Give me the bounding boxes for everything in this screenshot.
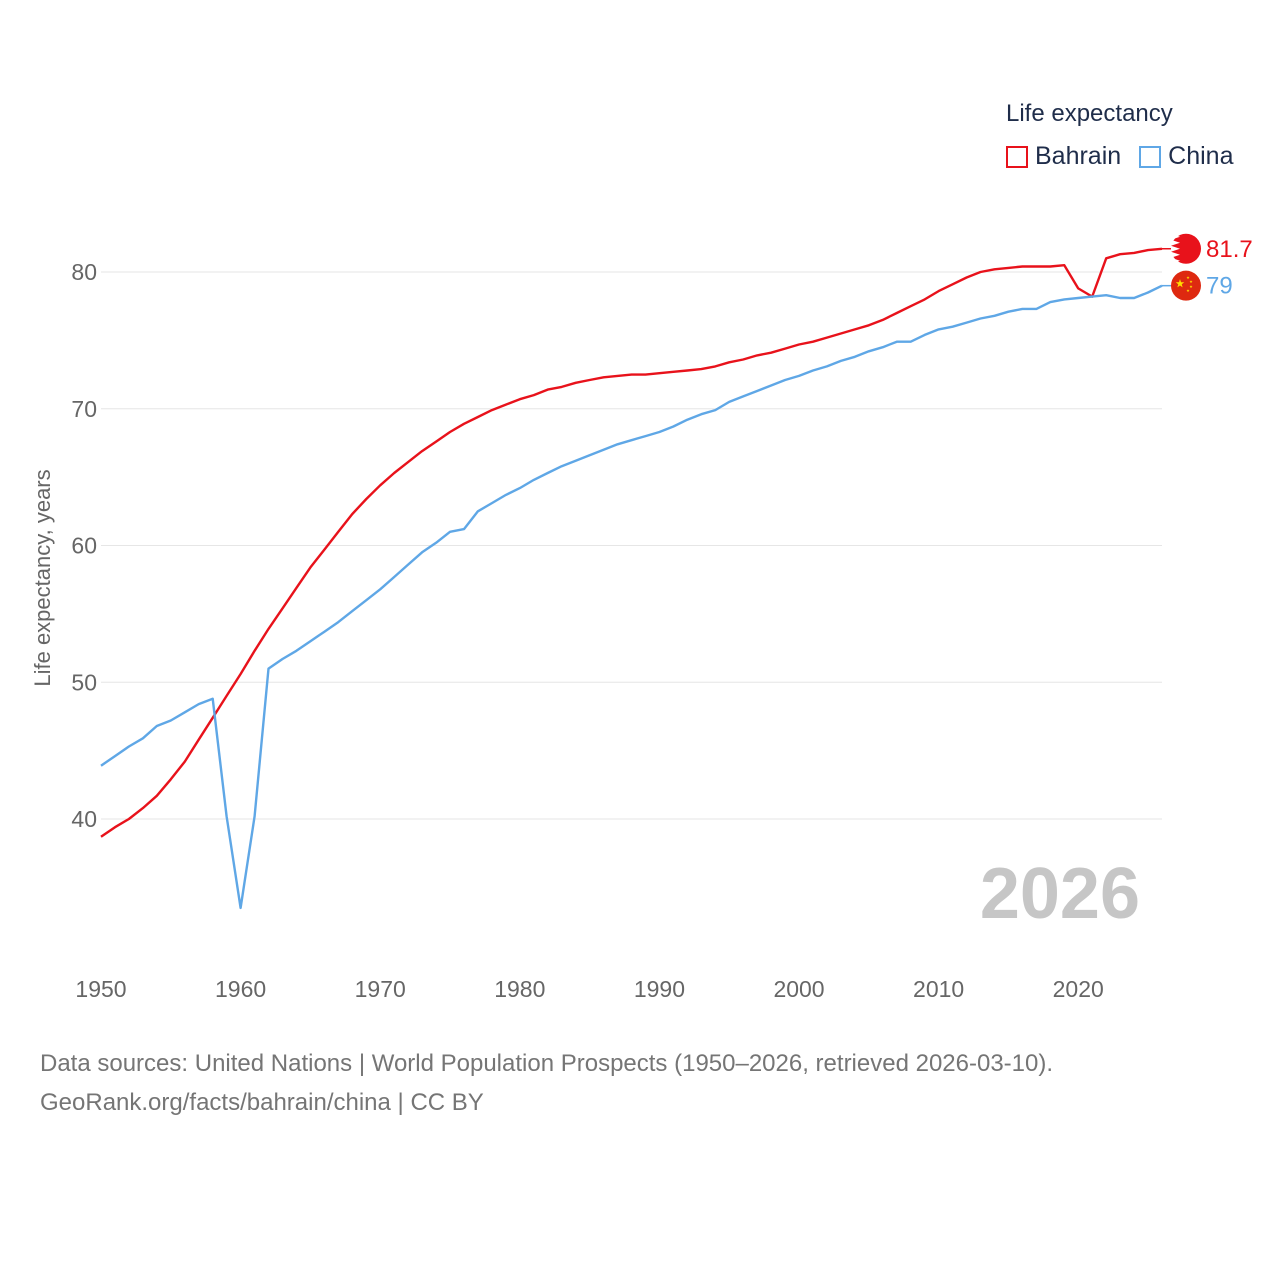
end-value-label-bahrain: 81.7 xyxy=(1206,236,1253,263)
legend-label-bahrain: Bahrain xyxy=(1035,142,1122,170)
x-tick-label-1950: 1950 xyxy=(75,976,126,1002)
series-line-china xyxy=(100,284,1163,910)
footer: Data sources: United Nations | World Pop… xyxy=(40,1044,1053,1122)
end-value-label-china: 79 xyxy=(1206,273,1233,300)
legend-swatch-bahrain xyxy=(1006,145,1028,168)
attribution-link[interactable]: GeoRank.org/facts/bahrain/china | CC BY xyxy=(40,1089,484,1116)
year-watermark: 2026 xyxy=(980,854,1140,934)
end-markers: 81.7 79 xyxy=(1162,233,1253,301)
flag-china-star-icon xyxy=(1189,280,1193,283)
flag-bahrain-icon xyxy=(1171,233,1201,264)
x-tick-label-2010: 2010 xyxy=(913,976,964,1002)
series-lines xyxy=(100,247,1163,910)
legend-title: Life expectancy xyxy=(1006,100,1173,127)
legend-item-bahrain[interactable]: Bahrain xyxy=(1006,142,1121,171)
flag-china-star-icon xyxy=(1189,285,1193,288)
x-tick-label-2020: 2020 xyxy=(1053,976,1104,1002)
legend-label-china: China xyxy=(1168,142,1234,170)
legend-item-china[interactable]: China xyxy=(1139,142,1234,171)
x-tick-label-1970: 1970 xyxy=(355,976,406,1002)
x-tick-label-1980: 1980 xyxy=(494,976,545,1002)
grid-lines xyxy=(101,271,1162,820)
y-tick-label-40: 40 xyxy=(71,806,97,832)
flag-china-star-icon xyxy=(1186,289,1190,292)
y-axis-label: Life expectancy, years xyxy=(30,469,55,687)
y-tick-label-60: 60 xyxy=(71,533,97,559)
x-tick-label-1990: 1990 xyxy=(634,976,685,1002)
y-tick-label-70: 70 xyxy=(71,396,97,422)
x-axis-ticks: 1950 1960 1970 1980 1990 2000 2010 2020 xyxy=(75,976,1103,1002)
flag-china-star-icon xyxy=(1186,276,1190,279)
data-sources-text: Data sources: United Nations | World Pop… xyxy=(40,1050,1054,1077)
x-tick-label-1960: 1960 xyxy=(215,976,266,1002)
flag-china-big-star-icon xyxy=(1175,279,1185,288)
series-line-bahrain xyxy=(100,247,1163,838)
x-tick-label-2000: 2000 xyxy=(773,976,824,1002)
legend: Bahrain China xyxy=(1006,142,1252,171)
y-tick-label-80: 80 xyxy=(71,259,97,285)
legend-swatch-china xyxy=(1139,145,1162,168)
flag-china-icon xyxy=(1171,270,1201,301)
y-axis-ticks: 40 50 60 70 80 xyxy=(71,259,97,832)
y-tick-label-50: 50 xyxy=(71,669,97,695)
flag-bahrain-serration-icon xyxy=(1171,233,1180,264)
